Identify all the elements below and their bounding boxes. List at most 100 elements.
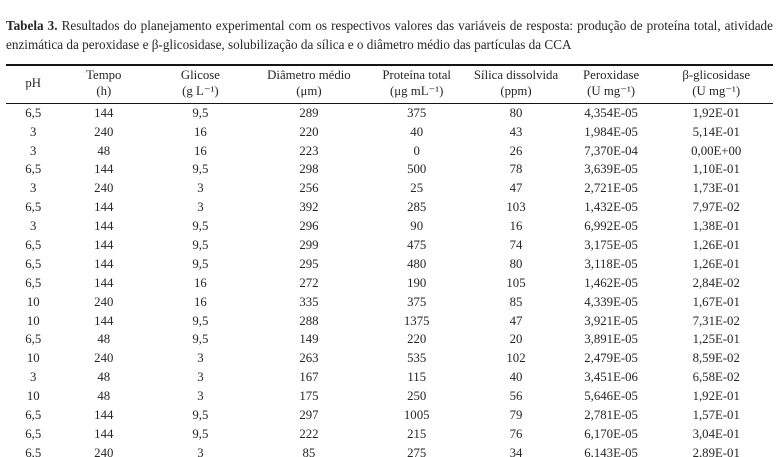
table-cell: 76 bbox=[509, 426, 523, 441]
table-body: 6,5 144 9,5 289 375 80 4,354E-05 1,92E-01 3 240 16… bbox=[6, 103, 773, 457]
table-row: 6,5 144 9,5 289 375 80 4,354E-05 1,92E-01 bbox=[6, 103, 773, 122]
table-cell: 475 bbox=[407, 237, 427, 252]
table-cell: 6,143E-05 bbox=[584, 445, 638, 457]
table-cell: 3,639E-05 bbox=[584, 162, 638, 177]
table-row: 3 144 9,5 296 90 16 6,992E-05 1,38E-01 bbox=[6, 217, 773, 236]
table-cell: 1,67E-01 bbox=[692, 294, 740, 309]
table-cell: 16 bbox=[194, 143, 207, 158]
table-cell: 6,5 bbox=[25, 256, 42, 271]
table-cell: 16 bbox=[194, 294, 207, 309]
table-cell: 40 bbox=[509, 370, 523, 385]
table-cell: 10 bbox=[26, 389, 40, 404]
table-cell: 6,5 bbox=[25, 275, 42, 290]
table-cell: 298 bbox=[299, 162, 319, 177]
table-cell: 1,26E-01 bbox=[692, 237, 740, 252]
table-cell: 256 bbox=[299, 181, 319, 196]
table-cell: 80 bbox=[509, 105, 523, 120]
table-cell: 6,170E-05 bbox=[584, 426, 638, 441]
table-cell: 285 bbox=[407, 200, 427, 215]
column-name: Sílica dissolvida bbox=[473, 67, 559, 82]
column-name: β-glicosidase bbox=[682, 67, 751, 82]
table-cell: 2,721E-05 bbox=[584, 181, 638, 196]
table-cell: 3 bbox=[30, 181, 37, 196]
table-cell: 3 bbox=[197, 445, 204, 457]
table-cell: 289 bbox=[299, 105, 319, 120]
table-cell: 1,432E-05 bbox=[584, 200, 638, 215]
table-cell: 48 bbox=[97, 389, 111, 404]
table-cell: 34 bbox=[509, 445, 523, 457]
table-cell: 190 bbox=[407, 275, 427, 290]
table-cell: 1,10E-01 bbox=[692, 162, 740, 177]
table-cell: 9,5 bbox=[192, 313, 209, 328]
table-cell: 3,451E-06 bbox=[584, 370, 638, 385]
table-cell: 9,5 bbox=[192, 105, 209, 120]
table-cell: 85 bbox=[509, 294, 523, 309]
table-cell: 392 bbox=[299, 200, 319, 215]
table-cell: 6,5 bbox=[25, 407, 42, 422]
table-cell: 263 bbox=[299, 351, 319, 366]
table-cell: 144 bbox=[94, 407, 114, 422]
table-cell: 3,04E-01 bbox=[692, 426, 740, 441]
column-unit: (U mg⁻¹) bbox=[587, 83, 636, 98]
table-cell: 3,921E-05 bbox=[584, 313, 638, 328]
table-cell: 4,354E-05 bbox=[584, 105, 638, 120]
table-cell: 240 bbox=[94, 181, 114, 196]
table-cell: 299 bbox=[299, 237, 319, 252]
table-caption-text: Resultados do planejamento experimental … bbox=[6, 18, 773, 52]
table-row: 3 240 16 220 40 43 1,984E-05 5,14E-01 bbox=[6, 123, 773, 142]
table-row: 6,5 144 9,5 295 480 80 3,118E-05 1,26E-01 bbox=[6, 255, 773, 274]
table-row: 10 240 3 263 535 102 2,479E-05 8,59E-02 bbox=[6, 349, 773, 368]
table-cell: 47 bbox=[509, 181, 523, 196]
table-cell: 3,118E-05 bbox=[584, 256, 638, 271]
table-cell: 1375 bbox=[403, 313, 430, 328]
column-header-7: Peroxidase (U mg⁻¹) bbox=[563, 65, 660, 103]
table-cell: 79 bbox=[509, 407, 523, 422]
table-cell: 144 bbox=[94, 313, 114, 328]
table-cell: 105 bbox=[506, 275, 526, 290]
table-cell: 297 bbox=[299, 407, 319, 422]
table-cell: 1,73E-01 bbox=[692, 181, 740, 196]
table-row: 3 240 3 256 25 47 2,721E-05 1,73E-01 bbox=[6, 179, 773, 198]
table-cell: 223 bbox=[299, 143, 319, 158]
column-header-8: β-glicosidase (U mg⁻¹) bbox=[659, 65, 773, 103]
table-cell: 3 bbox=[197, 200, 204, 215]
table-cell: 6,5 bbox=[25, 200, 42, 215]
table-cell: 175 bbox=[299, 389, 319, 404]
table-cell: 144 bbox=[94, 200, 114, 215]
table-cell: 85 bbox=[302, 445, 316, 457]
table-cell: 10 bbox=[26, 351, 40, 366]
table-cell: 240 bbox=[94, 124, 114, 139]
table-cell: 3 bbox=[30, 219, 37, 234]
table-cell: 3 bbox=[30, 370, 37, 385]
table-cell: 3 bbox=[30, 143, 37, 158]
table-cell: 0 bbox=[413, 143, 420, 158]
table-cell: 215 bbox=[407, 426, 427, 441]
table-row: 6,5 144 9,5 222 215 76 6,170E-05 3,04E-01 bbox=[6, 425, 773, 444]
table-cell: 16 bbox=[194, 275, 207, 290]
table-cell: 250 bbox=[407, 389, 427, 404]
table-cell: 6,5 bbox=[25, 426, 42, 441]
column-unit: (h) bbox=[96, 83, 112, 98]
table-cell: 1,462E-05 bbox=[584, 275, 638, 290]
table-cell: 3 bbox=[197, 370, 204, 385]
table-cell: 47 bbox=[509, 313, 523, 328]
table-cell: 40 bbox=[410, 124, 424, 139]
table-row: 3 48 16 223 0 26 7,370E-04 0,00E+00 bbox=[6, 141, 773, 160]
table-cell: 3,891E-05 bbox=[584, 332, 638, 347]
table-cell: 288 bbox=[299, 313, 319, 328]
table-cell: 1,57E-01 bbox=[692, 407, 740, 422]
table-cell: 4,339E-05 bbox=[584, 294, 638, 309]
table-row: 6,5 144 9,5 298 500 78 3,639E-05 1,10E-01 bbox=[6, 160, 773, 179]
table-cell: 144 bbox=[94, 275, 114, 290]
column-header-6: Sílica dissolvida (ppm) bbox=[469, 65, 563, 103]
table-cell: 9,5 bbox=[192, 237, 209, 252]
table-cell: 10 bbox=[26, 313, 40, 328]
table-cell: 3 bbox=[197, 181, 204, 196]
table-cell: 9,5 bbox=[192, 426, 209, 441]
column-name: Glicose bbox=[180, 67, 220, 82]
table-cell: 167 bbox=[299, 370, 319, 385]
table-cell: 43 bbox=[509, 124, 523, 139]
table-cell: 0,00E+00 bbox=[691, 143, 742, 158]
column-unit: (g L⁻¹) bbox=[182, 83, 219, 98]
table-cell: 1,25E-01 bbox=[692, 332, 740, 347]
